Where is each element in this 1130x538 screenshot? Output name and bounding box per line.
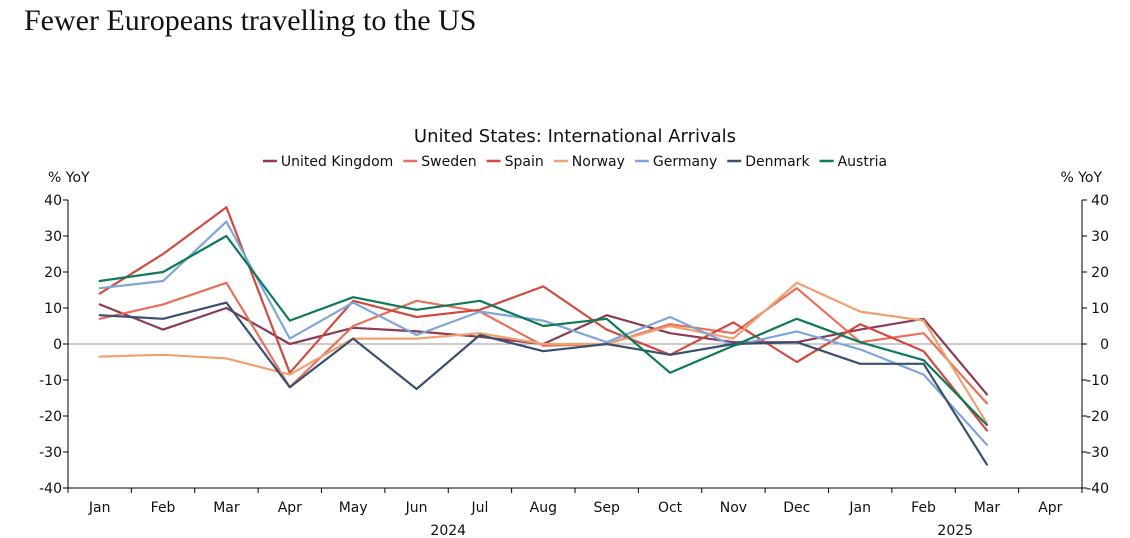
x-tick-label: Feb [911, 500, 936, 516]
legend-label: Norway [572, 154, 625, 170]
series-line-austria [98, 234, 989, 427]
x-tick-label: Sep [593, 500, 620, 516]
series-line-sweden [98, 281, 989, 405]
x-tick-label: Jul [470, 500, 488, 516]
x-tick-label: Mar [213, 500, 240, 516]
y-tick-label-right: 40 [1091, 193, 1109, 209]
x-tick-label: Jan [848, 500, 871, 516]
y-tick-label-left: -20 [39, 409, 62, 425]
legend: United Kingdom Sweden Spain Norway Germany De… [262, 154, 887, 170]
x-year-label: 2024 [430, 523, 466, 538]
legend-item: Austria [819, 154, 887, 170]
y-tick-label-right: -40 [1086, 481, 1109, 497]
y-axis-label-left: % YoY [48, 170, 90, 186]
y-tick-label-right: 0 [1100, 337, 1109, 353]
x-tick-label: Jun [405, 500, 428, 516]
y-tick-label-right: -20 [1086, 409, 1109, 425]
y-tick-label-right: 10 [1091, 301, 1109, 317]
axes: 40 40 30 30 20 20 10 10 0 0 -10 -10 -20 -20 -30 -30 -40 -… [39, 193, 1109, 538]
x-tick-label: Oct [658, 500, 683, 516]
x-tick-label: Dec [783, 500, 810, 516]
y-tick-label-right: -10 [1086, 373, 1109, 389]
y-axis-label-right: % YoY [1060, 170, 1102, 186]
y-tick-label-left: -10 [39, 373, 62, 389]
legend-label: Germany [653, 154, 717, 170]
series-lines [98, 206, 989, 466]
x-tick-label: Feb [151, 500, 176, 516]
y-tick-label-left: 10 [44, 301, 62, 317]
legend-label: Spain [505, 154, 544, 170]
legend-item: Sweden [403, 154, 477, 170]
x-tick-label: Aug [530, 500, 557, 516]
x-tick-label: Apr [278, 500, 302, 516]
legend-label: Sweden [421, 154, 476, 170]
series-line-united-kingdom [98, 303, 989, 396]
legend-item: Denmark [727, 154, 810, 170]
y-tick-label-left: -40 [39, 481, 62, 497]
legend-label: United Kingdom [281, 154, 393, 170]
x-tick-label: Mar [974, 500, 1001, 516]
legend-item: Spain [486, 154, 544, 170]
y-tick-label-left: -30 [39, 445, 62, 461]
y-tick-label-right: 20 [1091, 265, 1109, 281]
legend-item: Germany [634, 154, 717, 170]
y-tick-label-right: -30 [1086, 445, 1109, 461]
legend-label: Austria [838, 154, 887, 170]
y-tick-label-right: 30 [1091, 229, 1109, 245]
series-line-spain [98, 206, 989, 432]
x-year-label: 2025 [937, 523, 973, 538]
y-tick-label-left: 0 [53, 337, 62, 353]
series-line-norway [98, 281, 989, 425]
x-tick-label: May [339, 500, 368, 516]
legend-item: Norway [553, 154, 625, 170]
y-tick-label-left: 40 [44, 193, 62, 209]
x-tick-label: Apr [1038, 500, 1062, 516]
page-heading: Fewer Europeans travelling to the US [24, 4, 477, 37]
chart-title: United States: International Arrivals [414, 126, 736, 147]
y-tick-label-left: 30 [44, 229, 62, 245]
y-tick-label-left: 20 [44, 265, 62, 281]
legend-label: Denmark [745, 154, 810, 170]
x-tick-label: Jan [88, 500, 111, 516]
legend-item: United Kingdom [262, 154, 393, 170]
x-tick-label: Nov [720, 500, 747, 516]
series-line-denmark [98, 301, 989, 466]
series-line-germany [98, 220, 989, 446]
